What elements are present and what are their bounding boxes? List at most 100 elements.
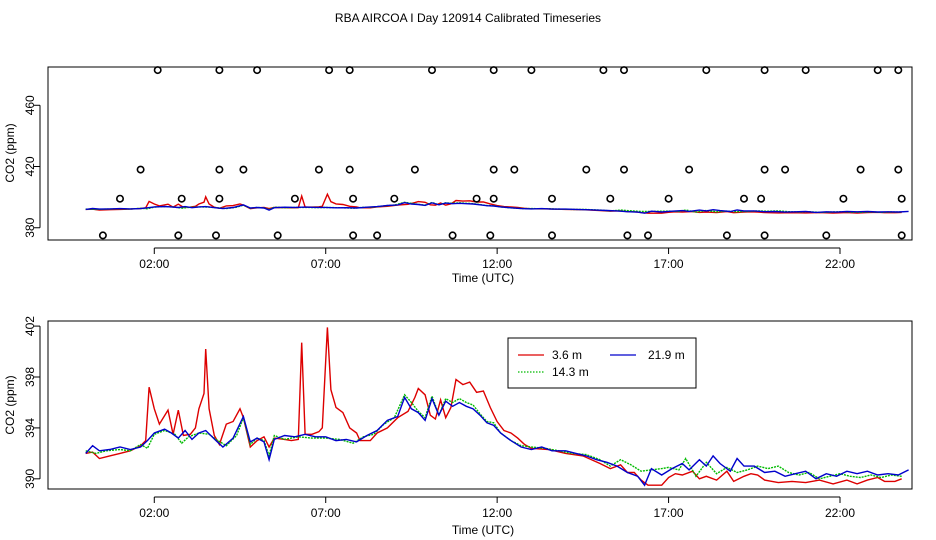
bottom-panel: 02:00 07:00 12:00 17:00 22:00 390 394 398 402 Ti… bbox=[3, 316, 913, 537]
legend-label-14-3m: 14.3 m bbox=[552, 365, 589, 379]
calibration-point bbox=[486, 231, 495, 240]
calibration-point bbox=[390, 194, 399, 203]
calibration-point bbox=[702, 66, 711, 75]
bottom-series-line-s143 bbox=[85, 393, 902, 480]
top-panel-x-tick-label: 17:00 bbox=[654, 257, 684, 271]
calibration-point bbox=[373, 231, 382, 240]
calibration-point bbox=[215, 194, 224, 203]
calibration-point bbox=[527, 66, 536, 75]
calibration-point bbox=[801, 66, 810, 75]
bottom-panel-x-axis-label: Time (UTC) bbox=[452, 523, 514, 537]
calibration-point bbox=[839, 194, 848, 203]
legend-label-3-6m: 3.6 m bbox=[552, 348, 582, 362]
top-panel-x-tick-label: 22:00 bbox=[825, 257, 855, 271]
legend-label-21-9m: 21.9 m bbox=[648, 348, 685, 362]
calibration-point bbox=[760, 231, 769, 240]
calibration-point bbox=[489, 165, 498, 174]
calibration-point bbox=[215, 165, 224, 174]
calibration-point bbox=[489, 194, 498, 203]
top-series-line-s219 bbox=[85, 201, 909, 214]
calibration-point bbox=[757, 194, 766, 203]
bottom-panel-x-tick-label: 12:00 bbox=[482, 506, 512, 520]
calibration-point bbox=[781, 165, 790, 174]
calibration-point bbox=[897, 231, 906, 240]
calibration-point bbox=[98, 231, 107, 240]
top-panel-marks bbox=[85, 66, 909, 240]
top-panel-y-tick-label: 420 bbox=[23, 156, 37, 176]
calibration-point bbox=[239, 165, 248, 174]
calibration-point bbox=[739, 194, 748, 203]
calibration-point bbox=[760, 66, 769, 75]
top-panel: 02:00 07:00 12:00 17:00 22:00 380 420 460 Time … bbox=[3, 66, 913, 285]
bottom-panel-axes: 02:00 07:00 12:00 17:00 22:00 390 394 398 402 bbox=[23, 316, 855, 520]
bottom-series-line-s36 bbox=[85, 327, 902, 486]
calibration-point bbox=[212, 231, 221, 240]
calibration-point bbox=[427, 66, 436, 75]
calibration-point bbox=[623, 231, 632, 240]
calibration-point bbox=[582, 165, 591, 174]
calibration-point bbox=[897, 194, 906, 203]
top-panel-axes: 02:00 07:00 12:00 17:00 22:00 380 420 460 bbox=[23, 95, 855, 271]
calibration-point bbox=[253, 66, 262, 75]
bottom-panel-x-tick-label: 07:00 bbox=[311, 506, 341, 520]
top-panel-x-tick-label: 07:00 bbox=[311, 257, 341, 271]
bottom-panel-x-tick-label: 22:00 bbox=[825, 506, 855, 520]
bottom-panel-frame bbox=[47, 320, 913, 490]
calibration-point bbox=[856, 165, 865, 174]
bottom-panel-y-tick-label: 394 bbox=[23, 418, 37, 438]
top-panel-x-tick-label: 02:00 bbox=[139, 257, 169, 271]
top-panel-y-tick-label: 380 bbox=[23, 217, 37, 237]
calibration-point bbox=[177, 194, 186, 203]
calibration-point bbox=[606, 194, 615, 203]
calibration-point bbox=[547, 194, 556, 203]
bottom-panel-y-axis-label: CO2 (ppm) bbox=[3, 375, 17, 434]
legend-box bbox=[507, 337, 697, 389]
top-panel-x-axis-label: Time (UTC) bbox=[452, 271, 514, 285]
calibration-point bbox=[619, 66, 628, 75]
chart-title: RBA AIRCOA I Day 120914 Calibrated Times… bbox=[335, 11, 601, 25]
calibration-point bbox=[722, 231, 731, 240]
calibration-point bbox=[643, 231, 652, 240]
calibration-point bbox=[873, 66, 882, 75]
bottom-series-line-s219 bbox=[85, 395, 909, 487]
top-panel-x-tick-label: 12:00 bbox=[482, 257, 512, 271]
calibration-point bbox=[345, 165, 354, 174]
legend: 3.6 m 21.9 m 14.3 m bbox=[507, 337, 697, 389]
calibration-point bbox=[894, 66, 903, 75]
bottom-panel-marks bbox=[85, 327, 909, 487]
bottom-panel-y-tick-label: 402 bbox=[23, 316, 37, 336]
bottom-panel-y-tick-label: 390 bbox=[23, 468, 37, 488]
calibration-point bbox=[472, 194, 481, 203]
bottom-panel-x-tick-label: 02:00 bbox=[139, 506, 169, 520]
calibration-point bbox=[345, 66, 354, 75]
calibration-point bbox=[273, 231, 282, 240]
calibration-point bbox=[547, 231, 556, 240]
top-panel-y-axis-label: CO2 (ppm) bbox=[3, 123, 17, 182]
calibration-point bbox=[314, 165, 323, 174]
calibration-point bbox=[685, 165, 694, 174]
calibration-point bbox=[599, 66, 608, 75]
calibration-point bbox=[153, 66, 162, 75]
calibration-point bbox=[349, 231, 358, 240]
calibration-point bbox=[664, 194, 673, 203]
calibration-point bbox=[822, 231, 831, 240]
calibration-point bbox=[349, 194, 358, 203]
calibration-point bbox=[174, 231, 183, 240]
top-panel-y-tick-label: 460 bbox=[23, 95, 37, 115]
calibration-point bbox=[894, 165, 903, 174]
calibration-point bbox=[410, 165, 419, 174]
calibration-point bbox=[116, 194, 125, 203]
top-series-line-s36 bbox=[85, 192, 902, 214]
calibration-point bbox=[325, 66, 334, 75]
calibration-point bbox=[760, 165, 769, 174]
calibration-point bbox=[136, 165, 145, 174]
bottom-panel-x-tick-label: 17:00 bbox=[654, 506, 684, 520]
calibration-point bbox=[489, 66, 498, 75]
calibration-point bbox=[290, 194, 299, 203]
top-panel-frame bbox=[47, 66, 913, 241]
calibration-point bbox=[215, 66, 224, 75]
calibration-point bbox=[448, 231, 457, 240]
calibration-point bbox=[619, 165, 628, 174]
bottom-panel-y-tick-label: 398 bbox=[23, 367, 37, 387]
